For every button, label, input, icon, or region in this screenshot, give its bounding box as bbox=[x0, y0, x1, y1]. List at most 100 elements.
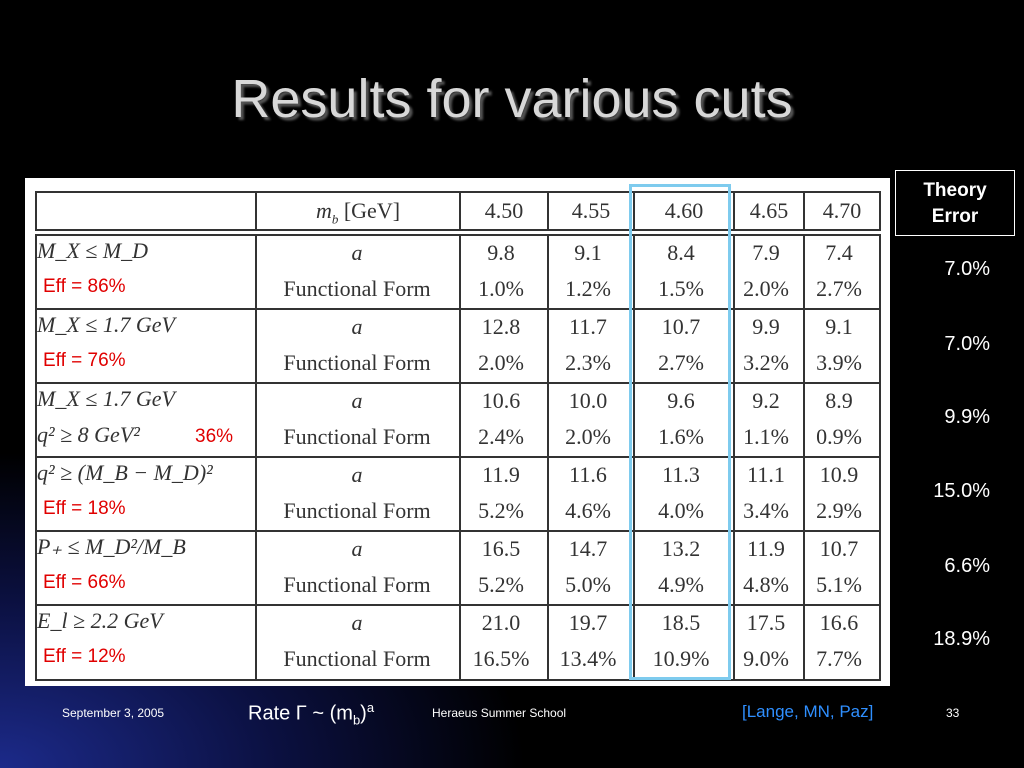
ff-error-value: 9.0% bbox=[743, 646, 789, 671]
efficiency-label: Eff = 86% bbox=[43, 276, 126, 297]
col-ff-label: Functional Form bbox=[283, 276, 431, 301]
a-value: 10.0 bbox=[568, 388, 608, 413]
col-ff-label: Functional Form bbox=[283, 424, 431, 449]
a-value: 13.2 bbox=[661, 536, 701, 561]
ff-error-value: 2.3% bbox=[565, 350, 611, 375]
a-value: 11.1 bbox=[747, 462, 785, 487]
ff-error-value: 1.0% bbox=[478, 276, 524, 301]
rate-formula: Rate Γ ~ (mb)a bbox=[248, 700, 375, 728]
mb-value: 4.70 bbox=[803, 193, 879, 229]
ff-error-value: 4.9% bbox=[658, 572, 704, 597]
a-value: 9.1 bbox=[574, 240, 602, 265]
cut-condition-2: q² ≥ 8 GeV² bbox=[37, 422, 140, 447]
ff-error-value: 7.7% bbox=[816, 646, 862, 671]
mb-header: mb [GeV] bbox=[255, 193, 459, 229]
theory-error-value: 18.9% bbox=[933, 628, 990, 650]
a-value: 11.3 bbox=[662, 462, 700, 487]
theory-error-header: Theory Error bbox=[895, 170, 1015, 236]
cut-condition: P₊ ≤ M_D²/M_B bbox=[37, 534, 186, 559]
ff-error-value: 16.5% bbox=[472, 646, 530, 671]
ff-error-value: 2.0% bbox=[565, 424, 611, 449]
efficiency-label: Eff = 18% bbox=[43, 498, 126, 519]
efficiency-label: Eff = 12% bbox=[43, 646, 126, 667]
col-ff-label: Functional Form bbox=[283, 572, 431, 597]
col-ff-label: Functional Form bbox=[283, 350, 431, 375]
page-number: 33 bbox=[946, 706, 960, 720]
ff-error-value: 4.0% bbox=[658, 498, 704, 523]
ff-error-value: 4.8% bbox=[743, 572, 789, 597]
a-value: 9.6 bbox=[667, 388, 695, 413]
a-value: 17.5 bbox=[746, 610, 786, 635]
error-label: Error bbox=[931, 206, 979, 227]
theory-label: Theory bbox=[923, 180, 987, 201]
a-value: 10.9 bbox=[819, 462, 859, 487]
ff-error-value: 3.4% bbox=[743, 498, 789, 523]
ff-error-value: 2.0% bbox=[743, 276, 789, 301]
theory-error-value: 6.6% bbox=[944, 555, 990, 577]
cut-condition: M_X ≤ 1.7 GeV bbox=[37, 312, 175, 337]
a-value: 16.6 bbox=[819, 610, 859, 635]
cut-condition: q² ≥ (M_B − M_D)² bbox=[37, 460, 213, 485]
footer-date: September 3, 2005 bbox=[62, 706, 165, 720]
cut-condition: E_l ≥ 2.2 GeV bbox=[37, 608, 163, 633]
table-header-row: mb [GeV] 4.50 4.55 4.60 4.65 4.70 bbox=[35, 191, 881, 231]
a-value: 11.9 bbox=[747, 536, 785, 561]
ff-error-value: 2.4% bbox=[478, 424, 524, 449]
cut-condition: M_X ≤ M_D bbox=[37, 238, 149, 263]
ff-error-value: 5.1% bbox=[816, 572, 862, 597]
cut-condition: M_X ≤ 1.7 GeV bbox=[37, 386, 175, 411]
theory-error-value: 7.0% bbox=[944, 333, 990, 355]
ff-error-value: 2.7% bbox=[658, 350, 704, 375]
a-value: 12.8 bbox=[481, 314, 521, 339]
ff-error-value: 2.9% bbox=[816, 498, 862, 523]
footer-school: Heraeus Summer School bbox=[432, 706, 567, 720]
ff-error-value: 13.4% bbox=[559, 646, 617, 671]
mb-value: 4.60 bbox=[633, 193, 733, 229]
results-table: mb [GeV] 4.50 4.55 4.60 4.65 4.70 M_X ≤ … bbox=[25, 178, 890, 686]
a-value: 10.7 bbox=[661, 314, 701, 339]
mb-4.60-highlight bbox=[629, 184, 731, 680]
theory-error-value: 15.0% bbox=[933, 480, 990, 502]
a-value: 9.9 bbox=[752, 314, 780, 339]
col-a-label: a bbox=[351, 462, 363, 487]
a-value: 7.4 bbox=[825, 240, 853, 265]
a-value: 11.7 bbox=[569, 314, 607, 339]
a-value: 9.2 bbox=[752, 388, 780, 413]
theory-error-value: 7.0% bbox=[944, 258, 990, 280]
ff-error-value: 0.9% bbox=[816, 424, 862, 449]
a-value: 10.7 bbox=[819, 536, 859, 561]
efficiency-label: Eff = 76% bbox=[43, 350, 126, 371]
col-ff-label: Functional Form bbox=[283, 646, 431, 671]
table-body bbox=[35, 234, 881, 681]
col-a-label: a bbox=[351, 610, 363, 635]
a-value: 11.9 bbox=[482, 462, 520, 487]
ff-error-value: 4.6% bbox=[565, 498, 611, 523]
mb-value: 4.50 bbox=[459, 193, 547, 229]
ff-error-value: 1.2% bbox=[565, 276, 611, 301]
ff-error-value: 5.2% bbox=[478, 572, 524, 597]
col-ff-label: Functional Form bbox=[283, 498, 431, 523]
ff-error-value: 10.9% bbox=[652, 646, 710, 671]
mb-value: 4.65 bbox=[733, 193, 803, 229]
a-value: 8.4 bbox=[667, 240, 695, 265]
col-a-label: a bbox=[351, 314, 363, 339]
ff-error-value: 5.0% bbox=[565, 572, 611, 597]
ff-error-value: 2.0% bbox=[478, 350, 524, 375]
a-value: 16.5 bbox=[481, 536, 521, 561]
ff-error-value: 3.2% bbox=[743, 350, 789, 375]
slide-title: Results for various cuts bbox=[231, 69, 793, 129]
efficiency-label: Eff = 66% bbox=[43, 572, 126, 593]
a-value: 9.8 bbox=[487, 240, 515, 265]
reference-citation: [Lange, MN, Paz] bbox=[742, 702, 874, 721]
a-value: 9.1 bbox=[825, 314, 853, 339]
ff-error-value: 1.5% bbox=[658, 276, 704, 301]
a-value: 8.9 bbox=[825, 388, 853, 413]
col-a-label: a bbox=[351, 536, 363, 561]
efficiency-label: 36% bbox=[195, 426, 234, 447]
ff-error-value: 5.2% bbox=[478, 498, 524, 523]
mb-value: 4.55 bbox=[547, 193, 633, 229]
a-value: 10.6 bbox=[481, 388, 521, 413]
ff-error-value: 2.7% bbox=[816, 276, 862, 301]
ff-error-value: 1.1% bbox=[743, 424, 789, 449]
a-value: 14.7 bbox=[568, 536, 608, 561]
